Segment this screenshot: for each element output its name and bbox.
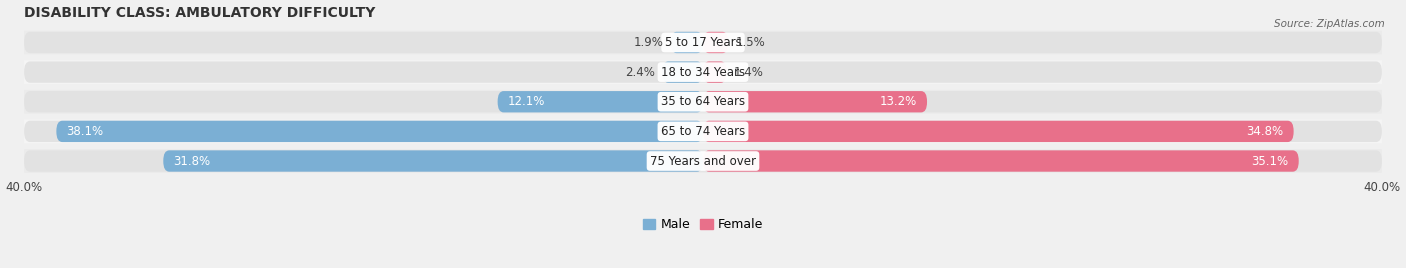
Text: 38.1%: 38.1%: [66, 125, 104, 138]
FancyBboxPatch shape: [703, 61, 727, 83]
FancyBboxPatch shape: [24, 32, 1382, 53]
FancyBboxPatch shape: [703, 121, 1294, 142]
FancyBboxPatch shape: [24, 120, 1382, 143]
FancyBboxPatch shape: [56, 121, 703, 142]
Text: DISABILITY CLASS: AMBULATORY DIFFICULTY: DISABILITY CLASS: AMBULATORY DIFFICULTY: [24, 6, 375, 20]
FancyBboxPatch shape: [24, 150, 1382, 172]
Text: 13.2%: 13.2%: [880, 95, 917, 108]
Text: 1.5%: 1.5%: [735, 36, 765, 49]
Text: 2.4%: 2.4%: [626, 66, 655, 79]
FancyBboxPatch shape: [24, 60, 1382, 84]
Text: 18 to 34 Years: 18 to 34 Years: [661, 66, 745, 79]
Text: 35 to 64 Years: 35 to 64 Years: [661, 95, 745, 108]
FancyBboxPatch shape: [24, 90, 1382, 114]
Text: 65 to 74 Years: 65 to 74 Years: [661, 125, 745, 138]
Legend: Male, Female: Male, Female: [638, 213, 768, 236]
FancyBboxPatch shape: [498, 91, 703, 112]
Text: 1.4%: 1.4%: [734, 66, 763, 79]
FancyBboxPatch shape: [24, 61, 1382, 83]
Text: 1.9%: 1.9%: [634, 36, 664, 49]
FancyBboxPatch shape: [24, 121, 1382, 142]
FancyBboxPatch shape: [671, 32, 703, 53]
FancyBboxPatch shape: [24, 31, 1382, 54]
FancyBboxPatch shape: [24, 91, 1382, 112]
FancyBboxPatch shape: [662, 61, 703, 83]
FancyBboxPatch shape: [24, 149, 1382, 173]
FancyBboxPatch shape: [703, 32, 728, 53]
Text: 12.1%: 12.1%: [508, 95, 546, 108]
Text: 75 Years and over: 75 Years and over: [650, 155, 756, 168]
FancyBboxPatch shape: [703, 91, 927, 112]
Text: 5 to 17 Years: 5 to 17 Years: [665, 36, 741, 49]
Text: 31.8%: 31.8%: [173, 155, 211, 168]
FancyBboxPatch shape: [703, 150, 1299, 172]
Text: 35.1%: 35.1%: [1251, 155, 1288, 168]
Text: Source: ZipAtlas.com: Source: ZipAtlas.com: [1274, 19, 1385, 29]
FancyBboxPatch shape: [163, 150, 703, 172]
Text: 34.8%: 34.8%: [1246, 125, 1284, 138]
